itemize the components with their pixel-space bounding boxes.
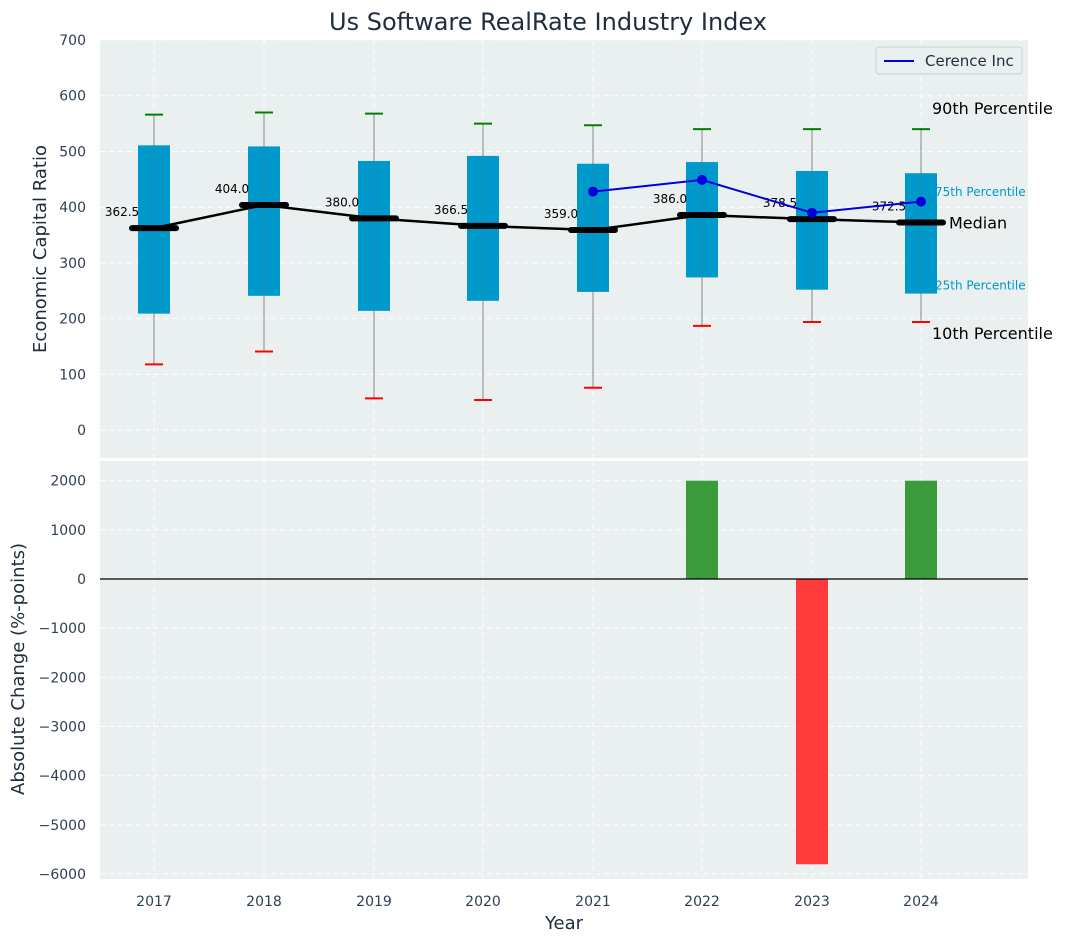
top-y-tick-label: 300: [59, 256, 86, 272]
median-value-label: 386.0: [653, 192, 687, 206]
bottom-y-tick-label: −3000: [39, 720, 86, 736]
bottom-y-tick-labels: −6000 −5000 −4000 −3000 −2000 −1000 0 1000 2000: [39, 474, 86, 883]
x-tick-label: 2019: [356, 894, 392, 910]
change-bar: [796, 579, 828, 865]
legend-label-cerence: Cerence Inc: [925, 52, 1014, 70]
change-bar: [686, 480, 718, 580]
x-tick-label: 2018: [246, 894, 282, 910]
median-value-label: 359.0: [544, 207, 578, 221]
cerence-point: [697, 174, 707, 185]
bottom-gridlines: [100, 461, 1028, 879]
bottom-y-tick-label: 1000: [50, 523, 86, 539]
x-tick-label: 2024: [903, 894, 939, 910]
cerence-point: [807, 207, 817, 218]
bottom-y-tick-label: −2000: [39, 670, 86, 686]
chart-title: Us Software RealRate Industry Index: [329, 8, 767, 36]
x-tick-label: 2020: [465, 894, 501, 910]
top-y-tick-label: 400: [59, 200, 86, 216]
change-bars: [100, 480, 1028, 865]
bottom-y-tick-label: 0: [77, 572, 86, 588]
x-axis-label: Year: [544, 913, 584, 934]
top-y-tick-label: 200: [59, 312, 86, 328]
median-value-label: 362.5: [105, 205, 139, 219]
annotation-25th-percentile: 25th Percentile: [935, 279, 1026, 293]
bottom-y-tick-label: −4000: [39, 769, 86, 785]
cerence-line: [592, 178, 922, 214]
x-tick-label: 2023: [794, 894, 830, 910]
bottom-y-tick-label: 2000: [50, 474, 86, 490]
annotation-10th-percentile: 10th Percentile: [932, 324, 1053, 343]
legend-box: [875, 46, 1023, 75]
x-tick-label: 2022: [684, 894, 720, 910]
cerence-point: [916, 196, 926, 207]
top-y-tick-label: 600: [59, 89, 86, 105]
legend: Cerence Inc: [875, 46, 1023, 75]
bottom-y-tick-label: −1000: [39, 621, 86, 637]
median-value-label: 366.5: [434, 203, 468, 217]
annotation-75th-percentile: 75th Percentile: [935, 185, 1026, 199]
top-y-tick-labels: 0 100 200 300 400 500 600 700: [59, 33, 86, 439]
change-bar: [905, 480, 937, 580]
annotation-90th-percentile: 90th Percentile: [932, 99, 1053, 118]
top-y-tick-label: 100: [59, 367, 86, 383]
top-y-tick-label: 0: [77, 423, 86, 439]
annotation-median: Median: [949, 214, 1007, 233]
cerence-point: [588, 186, 598, 197]
median-value-label: 404.0: [215, 182, 249, 196]
x-tick-labels: 2017 2018 2019 2020 2021 2022 2023 2024: [136, 894, 939, 910]
bottom-y-axis-label: Absolute Change (%-points): [8, 543, 29, 795]
x-tick-label: 2021: [575, 894, 611, 910]
bottom-y-tick-label: −6000: [39, 867, 86, 883]
bottom-y-tick-label: −5000: [39, 818, 86, 834]
top-plot-area: [100, 40, 1028, 458]
x-tick-label: 2017: [136, 894, 172, 910]
top-y-axis-label: Economic Capital Ratio: [30, 145, 51, 353]
top-y-tick-label: 500: [59, 144, 86, 160]
median-value-label: 380.0: [325, 195, 359, 209]
top-y-tick-label: 700: [59, 33, 86, 49]
bottom-plot-area: [100, 461, 1028, 879]
